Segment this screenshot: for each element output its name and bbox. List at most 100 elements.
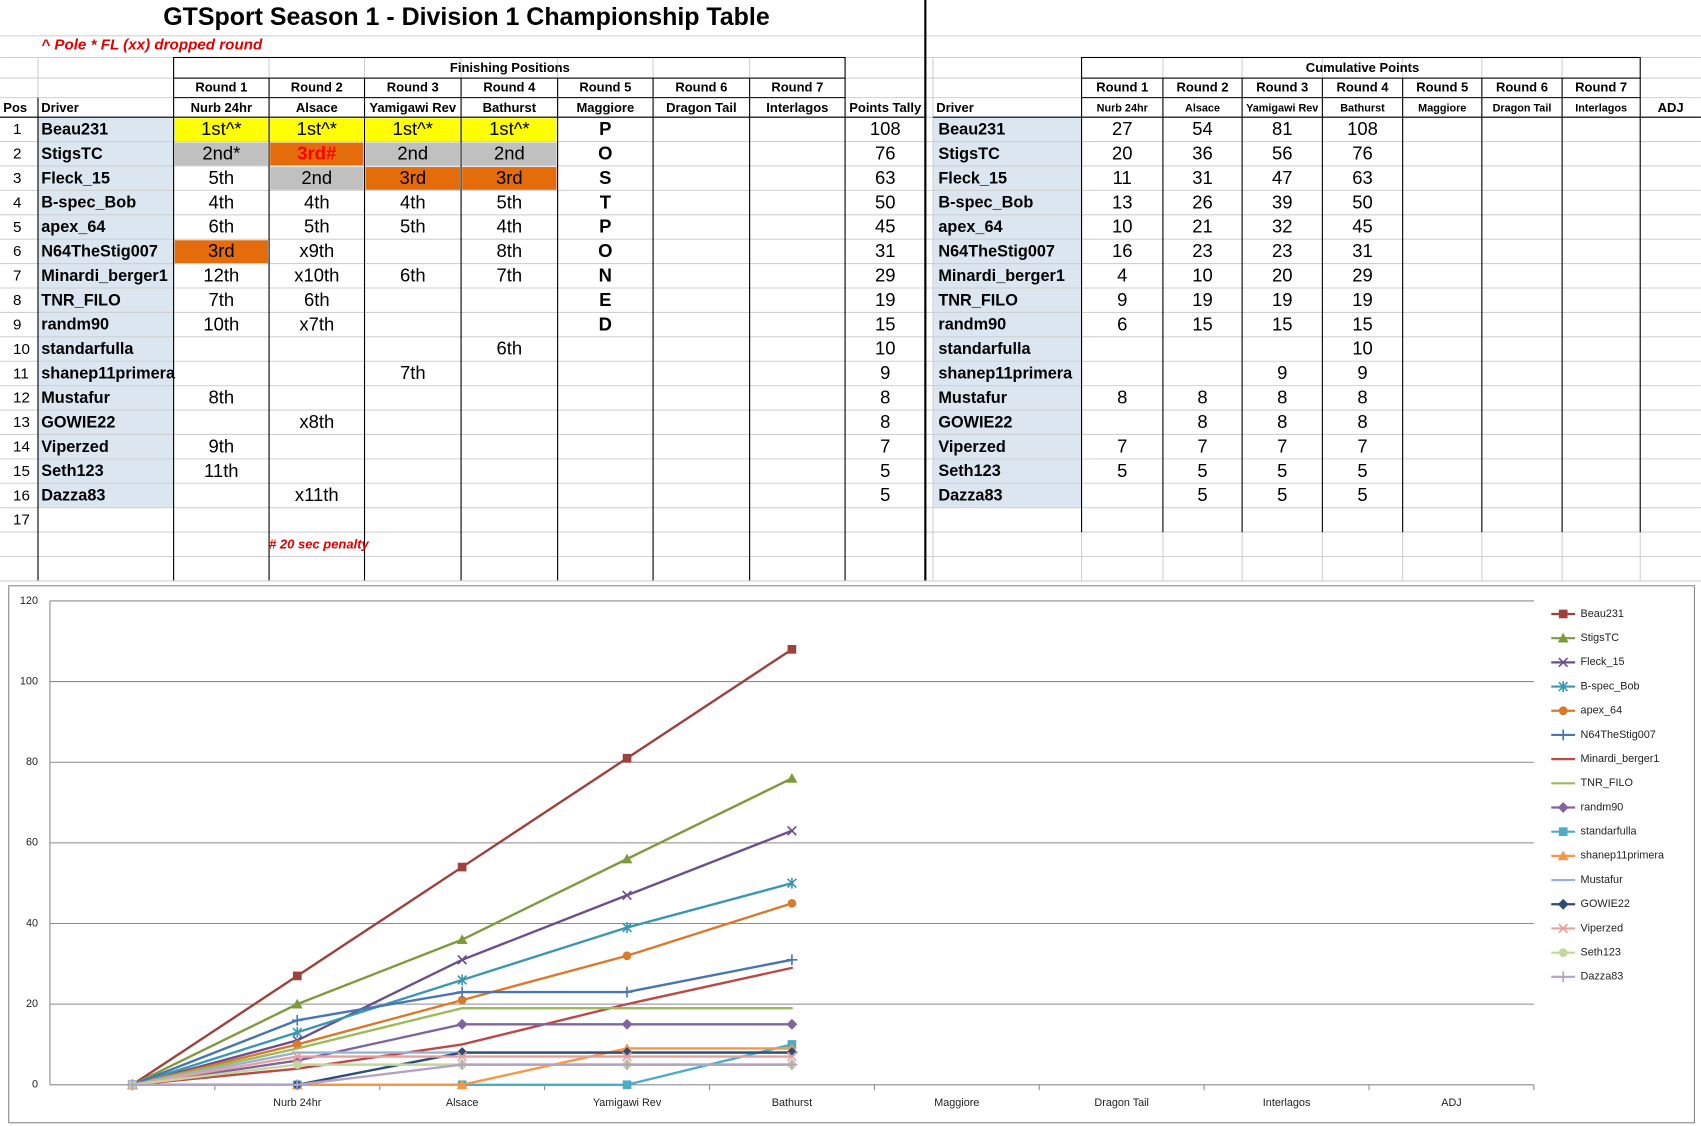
cumulative-points: 23 bbox=[1192, 240, 1213, 261]
track-header: Maggiore bbox=[576, 100, 634, 115]
table-heading: Cumulative Points bbox=[1306, 60, 1419, 75]
legend-label: StigsTC bbox=[1581, 632, 1620, 644]
driver: N64TheStig007 bbox=[938, 243, 1055, 261]
marker bbox=[1558, 681, 1569, 692]
cumulative-points: 39 bbox=[1272, 191, 1293, 212]
track-header: Alsace bbox=[296, 100, 338, 115]
cumulative-points: 10 bbox=[1192, 264, 1213, 285]
marker bbox=[457, 974, 468, 986]
marker bbox=[292, 1060, 302, 1069]
vertex bbox=[296, 1047, 299, 1050]
result: 7th bbox=[497, 264, 523, 285]
cumulative-points: 9 bbox=[1277, 362, 1287, 383]
track-header: Interlagos bbox=[766, 100, 828, 115]
driver-cell bbox=[932, 263, 1082, 289]
driver-cell bbox=[38, 483, 174, 508]
result: x9th bbox=[299, 240, 334, 261]
driver: Mustafur bbox=[41, 389, 110, 407]
driver-cell bbox=[932, 239, 1082, 264]
cumulative-points: 8 bbox=[1357, 387, 1367, 408]
result-highlight bbox=[174, 142, 268, 166]
marker bbox=[621, 1059, 633, 1071]
result-highlight bbox=[365, 118, 460, 142]
driver-cell bbox=[932, 288, 1082, 313]
y-tick-label: 0 bbox=[32, 1079, 38, 1091]
cumulative-points: 20 bbox=[1272, 264, 1293, 285]
legend-label: Mustafur bbox=[1581, 874, 1624, 886]
round-header: Round 2 bbox=[1177, 79, 1229, 94]
result: 12th bbox=[203, 264, 239, 285]
marker bbox=[1557, 729, 1569, 741]
x-tick-label: ADJ bbox=[1441, 1097, 1461, 1109]
legend-label: TNR_FILO bbox=[1581, 777, 1633, 789]
cumulative-points: 56 bbox=[1272, 142, 1293, 163]
result: 6th bbox=[304, 289, 330, 310]
result: 5th bbox=[304, 216, 330, 237]
marker bbox=[456, 1059, 468, 1071]
driver: TNR_FILO bbox=[938, 291, 1018, 309]
driver-cell bbox=[38, 214, 174, 240]
sheet-title: GTSport Season 1 - Division 1 Championsh… bbox=[163, 3, 770, 31]
points: 108 bbox=[870, 118, 901, 139]
postponed-letter: P bbox=[599, 118, 611, 139]
result: 2nd bbox=[301, 167, 332, 188]
track-header: Dragon Tail bbox=[1493, 102, 1552, 114]
cumulative-points: 8 bbox=[1197, 411, 1207, 432]
driver: GOWIE22 bbox=[41, 413, 115, 431]
result: 1st^* bbox=[393, 118, 433, 139]
driver: shanep11primera bbox=[938, 365, 1073, 383]
vertex bbox=[625, 1003, 629, 1006]
cumulative-points: 8 bbox=[1357, 411, 1367, 432]
points: 29 bbox=[875, 264, 896, 285]
marker bbox=[1557, 632, 1569, 643]
points: 8 bbox=[880, 387, 890, 408]
track-header: Alsace bbox=[1185, 102, 1220, 114]
driver-cell bbox=[932, 336, 1082, 362]
cumulative-points: 54 bbox=[1192, 118, 1213, 139]
column-header: Pos bbox=[3, 100, 27, 115]
driver: StigsTC bbox=[41, 145, 103, 163]
round-header: Round 1 bbox=[195, 79, 247, 94]
points: 5 bbox=[880, 484, 890, 505]
y-tick-label: 60 bbox=[26, 837, 38, 849]
result: 1st^* bbox=[297, 118, 337, 139]
result-highlight bbox=[270, 142, 364, 166]
marker bbox=[622, 890, 632, 901]
round-header: Round 7 bbox=[1575, 79, 1627, 94]
result-highlight bbox=[270, 118, 364, 142]
marker bbox=[622, 1051, 632, 1062]
result: 8th bbox=[497, 240, 523, 261]
driver: Dazza83 bbox=[41, 487, 105, 505]
y-tick-label: 20 bbox=[26, 998, 38, 1010]
points: 5 bbox=[880, 460, 890, 481]
pos: 4 bbox=[13, 194, 21, 211]
points: 19 bbox=[875, 289, 896, 310]
result: 3rd# bbox=[297, 142, 336, 163]
driver-cell bbox=[38, 410, 174, 435]
points: 15 bbox=[875, 313, 896, 334]
cumulative-points: 8 bbox=[1277, 387, 1287, 408]
marker bbox=[291, 1014, 303, 1026]
driver: Fleck_15 bbox=[41, 169, 110, 187]
result: 8th bbox=[209, 387, 235, 408]
column-header: ADJ bbox=[1658, 100, 1684, 115]
driver: apex_64 bbox=[41, 218, 105, 236]
result: x8th bbox=[299, 411, 334, 432]
postponed-letter: O bbox=[598, 240, 612, 261]
driver: Beau231 bbox=[41, 120, 108, 138]
marker bbox=[787, 877, 797, 889]
driver: Seth123 bbox=[41, 462, 103, 480]
marker bbox=[1558, 948, 1568, 957]
x-tick-label: Alsace bbox=[446, 1097, 479, 1109]
driver-cell bbox=[38, 239, 174, 264]
cumulative-points: 5 bbox=[1197, 460, 1207, 481]
driver-cell bbox=[932, 385, 1082, 411]
cumulative-points: 5 bbox=[1117, 460, 1127, 481]
driver: N64TheStig007 bbox=[41, 243, 158, 261]
cumulative-points: 15 bbox=[1272, 313, 1293, 334]
pos: 1 bbox=[13, 121, 21, 138]
result: 1st^* bbox=[201, 118, 241, 139]
points: 31 bbox=[875, 240, 896, 261]
marker bbox=[622, 951, 632, 961]
